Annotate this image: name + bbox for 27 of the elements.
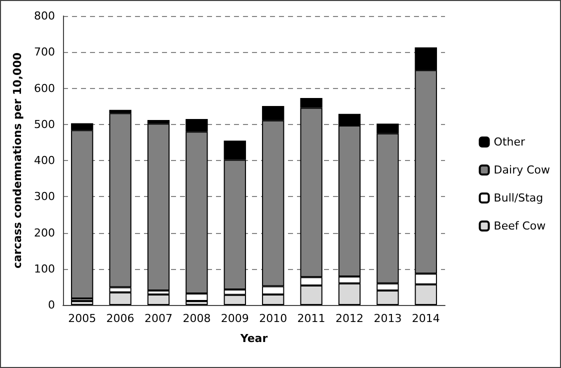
y-axis-title: carcass condemnations per 10,000	[11, 52, 24, 269]
y-tick-label: 300	[34, 190, 55, 204]
y-tick-label: 700	[34, 46, 55, 59]
y-tick-label: 500	[34, 118, 55, 131]
x-axis-title: Year	[239, 332, 268, 345]
x-tick-label: 2013	[374, 312, 402, 325]
x-tick-label: 2011	[297, 312, 326, 325]
x-tick-label: 2006	[106, 312, 134, 325]
legend-label: Other	[494, 136, 526, 148]
legend-label: Dairy Cow	[494, 164, 550, 176]
y-tick-label: 100	[34, 262, 55, 276]
y-tick-label: 0	[48, 298, 55, 312]
x-tick-label: 2008	[182, 312, 211, 325]
y-tick-label: 200	[34, 226, 55, 240]
y-tick-label: 400	[34, 154, 55, 167]
x-tick-label: 2005	[68, 312, 96, 325]
bar	[71, 301, 94, 305]
y-tick-label: 800	[34, 10, 55, 22]
legend-label: Beef Cow	[494, 220, 546, 232]
legend-label: Bull/Stag	[494, 192, 544, 204]
x-tick-label: 2014	[412, 312, 440, 325]
x-tick-label: 2009	[220, 312, 249, 325]
x-tick-label: 2007	[144, 312, 172, 325]
x-tick-label: 2010	[259, 312, 288, 325]
bar	[147, 294, 170, 305]
x-tick-label: 2012	[336, 312, 364, 325]
y-tick-label: 600	[34, 82, 55, 95]
